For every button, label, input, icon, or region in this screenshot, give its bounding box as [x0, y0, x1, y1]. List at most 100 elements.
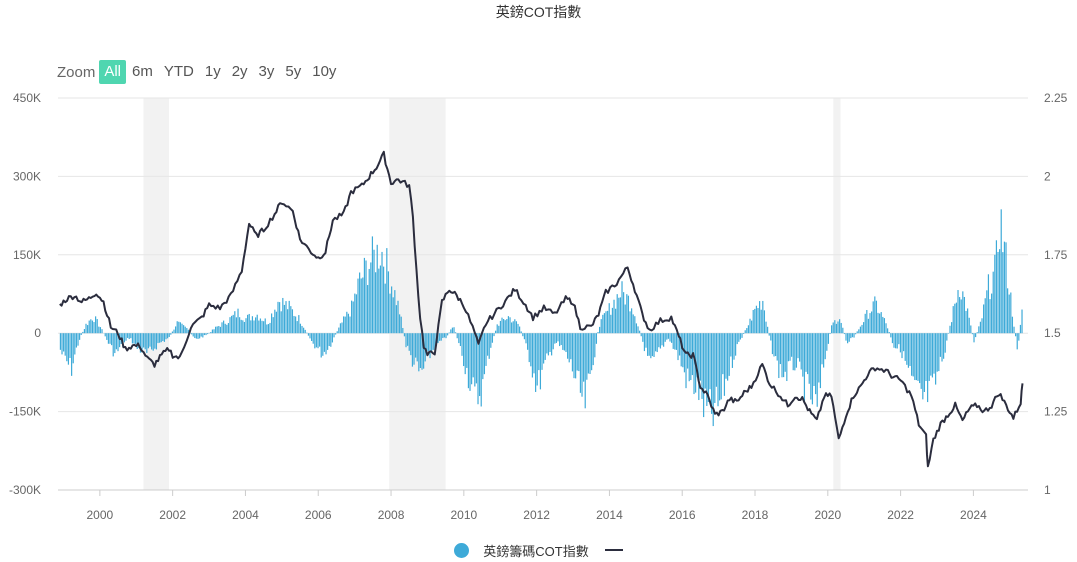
- cot-bar: [1010, 292, 1012, 334]
- cot-bar: [635, 323, 638, 334]
- cot-bar: [487, 333, 489, 356]
- cot-bar: [903, 333, 905, 352]
- cot-bar: [669, 333, 671, 342]
- cot-bar: [552, 333, 554, 350]
- cot-bar: [647, 333, 649, 356]
- legend: 英鎊籌碼COT指數: [0, 540, 1077, 560]
- cot-bar: [883, 318, 886, 334]
- cot-bar: [75, 333, 78, 348]
- zoom-button-2y[interactable]: 2y: [231, 63, 248, 80]
- cot-bar: [355, 294, 358, 334]
- cot-bar: [795, 333, 798, 368]
- cot-bar: [979, 321, 982, 334]
- cot-bar: [549, 333, 551, 353]
- cot-bar: [200, 333, 202, 337]
- cot-bar: [831, 325, 833, 334]
- zoom-button-1y[interactable]: 1y: [204, 63, 221, 80]
- cot-bar: [973, 333, 975, 343]
- cot-bar: [79, 333, 81, 340]
- cot-bar: [779, 333, 782, 365]
- cot-bar: [320, 333, 322, 358]
- cot-bar: [615, 308, 617, 334]
- zoom-button-6m[interactable]: 6m: [132, 63, 153, 80]
- cot-bar: [251, 316, 254, 334]
- cot-bar: [85, 323, 87, 334]
- cot-bar: [560, 333, 562, 345]
- zoom-button-5y[interactable]: 5y: [285, 63, 302, 80]
- cot-bar: [875, 300, 878, 334]
- cot-bar: [714, 333, 716, 404]
- cot-bar: [311, 333, 313, 341]
- cot-bar: [448, 332, 450, 334]
- cot-bar: [805, 333, 807, 372]
- cot-bar: [301, 325, 303, 334]
- cot-bar: [248, 313, 250, 334]
- cot-bar: [981, 318, 983, 334]
- cot-bar: [539, 333, 542, 390]
- zoom-button-3y[interactable]: 3y: [258, 63, 275, 80]
- cot-bar: [864, 313, 866, 334]
- cot-bar: [746, 328, 748, 334]
- zoom-button-10y[interactable]: 10y: [312, 63, 337, 80]
- legend-bar-label[interactable]: 英鎊籌碼COT指數: [483, 543, 589, 559]
- cot-bar: [333, 333, 335, 338]
- cot-bar: [723, 333, 726, 396]
- cot-bar: [415, 333, 417, 358]
- cot-bar: [271, 313, 273, 334]
- cot-bar: [375, 272, 377, 334]
- cot-bar: [931, 333, 934, 378]
- cot-bar: [485, 333, 487, 366]
- cot-bar: [571, 333, 574, 372]
- cot-bar: [239, 317, 241, 334]
- cot-bar: [379, 265, 382, 334]
- zoom-button-ytd[interactable]: YTD: [163, 63, 194, 80]
- cot-bar: [562, 333, 564, 350]
- cot-bar: [293, 315, 295, 334]
- cot-bar: [509, 317, 511, 334]
- x-tick-label: 2020: [814, 508, 841, 522]
- cot-bar: [672, 333, 674, 349]
- cot-bar: [303, 327, 305, 334]
- cot-bar: [426, 333, 428, 353]
- cot-bar: [535, 333, 537, 392]
- cot-bar: [160, 333, 162, 343]
- cot-bar: [227, 323, 230, 334]
- cot-bar: [119, 333, 121, 348]
- cot-bar: [874, 296, 876, 334]
- cot-bar: [813, 333, 815, 386]
- cot-bar: [603, 313, 606, 334]
- cot-bar: [675, 333, 678, 350]
- cot-bar: [960, 299, 962, 334]
- cot-bar: [135, 333, 137, 344]
- legend-bar-marker[interactable]: [454, 542, 470, 558]
- cot-bar: [578, 333, 580, 372]
- cot-bar: [131, 333, 134, 344]
- zoom-button-all[interactable]: All: [99, 60, 127, 84]
- cot-bar: [685, 333, 687, 389]
- cot-bar: [184, 326, 186, 334]
- cot-bar: [138, 333, 140, 348]
- cot-bar: [389, 293, 391, 334]
- cot-bar: [719, 333, 721, 401]
- legend-line-marker[interactable]: [604, 549, 623, 551]
- cot-bar: [408, 333, 410, 351]
- cot-bar: [298, 315, 300, 334]
- cot-bar: [783, 333, 785, 378]
- cot-bar: [898, 333, 900, 345]
- cot-bar: [232, 314, 234, 334]
- x-tick-label: 2006: [305, 508, 332, 522]
- y-right-tick-label: 2.25: [1044, 91, 1068, 105]
- cot-bar: [83, 329, 86, 334]
- cot-bar: [770, 333, 772, 341]
- cot-bar: [95, 316, 97, 334]
- cot-bar: [728, 333, 730, 376]
- y-left-tick-label: 300K: [13, 169, 41, 183]
- cot-bar: [1002, 252, 1004, 334]
- cot-bar: [935, 333, 937, 385]
- cot-bar: [658, 333, 660, 348]
- cot-bar: [989, 299, 991, 334]
- cot-bar: [151, 333, 153, 350]
- cot-bar: [648, 333, 650, 356]
- cot-bar: [978, 326, 980, 334]
- y-right-tick-label: 1: [1044, 483, 1051, 497]
